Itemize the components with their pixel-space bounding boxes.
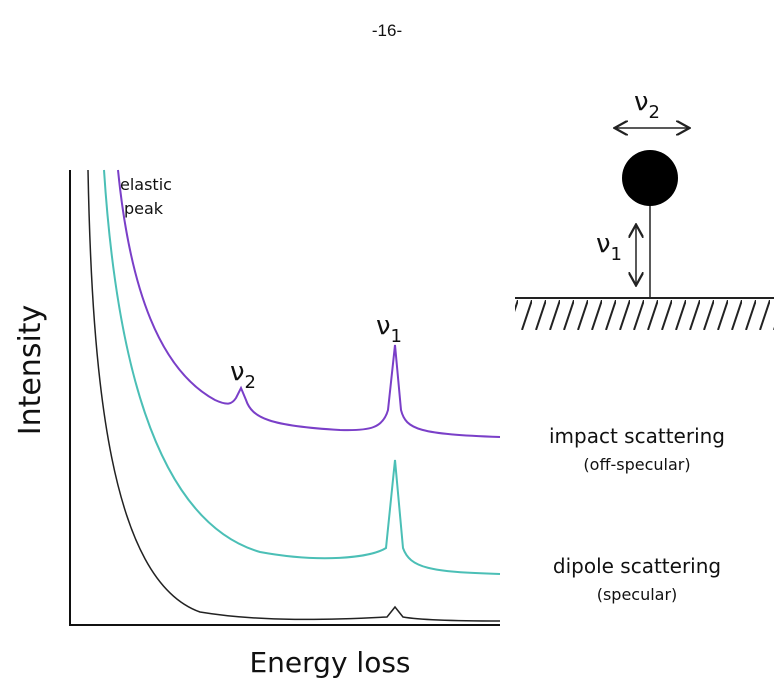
subscript: 1 xyxy=(391,326,402,347)
surface-hatch xyxy=(515,300,774,330)
symbol: ν xyxy=(634,87,649,117)
dipole-curve xyxy=(103,169,501,575)
dipole-title: dipole scattering xyxy=(553,554,721,578)
page-number: -16- xyxy=(372,21,402,40)
adsorbate-atom xyxy=(622,150,678,206)
x-axis-label: Energy loss xyxy=(249,646,410,678)
impact-title: impact scattering xyxy=(549,424,725,448)
symbol: ν xyxy=(376,311,391,341)
subscript: 1 xyxy=(611,244,622,265)
dipole-note: (specular) xyxy=(597,585,678,604)
y-axis-label: Intensity xyxy=(13,305,48,436)
symbol: ν xyxy=(596,229,611,259)
mode-v1-label: ν1 xyxy=(596,229,622,265)
elastic-peak-label: elastic peak xyxy=(120,175,177,218)
symbol: ν xyxy=(230,357,245,387)
peak-v2-label: ν2 xyxy=(230,357,256,393)
impact-note: (off-specular) xyxy=(583,455,690,474)
mode-v2-label: ν2 xyxy=(634,87,660,123)
elastic-line: elastic xyxy=(120,175,172,194)
baseline-curve xyxy=(87,169,501,622)
peak-v1-label: ν1 xyxy=(376,311,402,347)
peak-line: peak xyxy=(124,199,164,218)
impact-curve xyxy=(117,169,501,438)
subscript: 2 xyxy=(649,102,660,123)
subscript: 2 xyxy=(245,372,256,393)
